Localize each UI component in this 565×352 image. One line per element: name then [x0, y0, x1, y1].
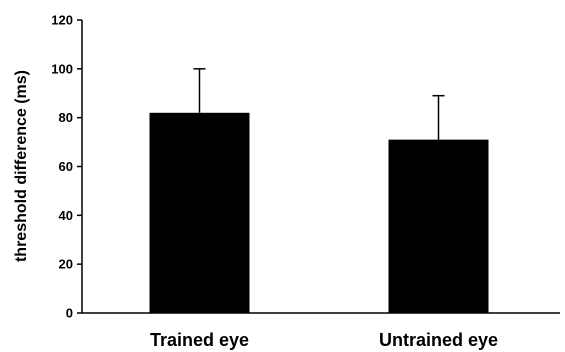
- y-tick-label: 60: [59, 159, 73, 174]
- y-axis: 0 20 40 60 80 100 120: [51, 13, 83, 321]
- x-axis: Trained eye Untrained eye: [82, 312, 560, 350]
- bar: [149, 112, 250, 314]
- y-tick-label: 0: [66, 306, 73, 321]
- x-tick-label: Trained eye: [150, 330, 249, 350]
- y-tick-label: 40: [59, 208, 73, 223]
- y-tick-label: 80: [59, 110, 73, 125]
- bar: [388, 139, 489, 313]
- y-tick-label: 100: [51, 61, 73, 76]
- y-tick-label: 120: [51, 13, 73, 28]
- y-tick-label: 20: [59, 257, 73, 272]
- x-tick-label: Untrained eye: [379, 330, 498, 350]
- bars: [149, 68, 489, 314]
- y-axis-title: threshold difference (ms): [13, 70, 30, 262]
